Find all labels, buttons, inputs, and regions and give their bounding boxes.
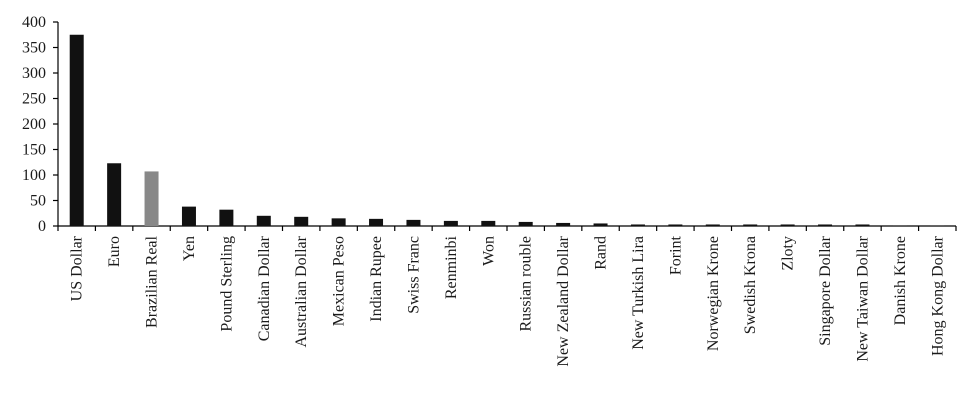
category-label: Danish Krone	[892, 236, 909, 325]
bar-pound-sterling	[219, 209, 234, 226]
category-label: Singapore Dollar	[817, 235, 834, 345]
bar-renminbi	[443, 220, 458, 226]
category-label: Australian Dollar	[293, 235, 310, 347]
category-label: Canadian Dollar	[256, 235, 273, 341]
y-tick-label: 100	[22, 167, 46, 184]
category-label: Swedish Krona	[742, 236, 759, 334]
bar-new-turkish-lira	[630, 224, 645, 226]
category-label: Rand	[593, 236, 610, 270]
y-axis: 0 50 100 150 200 250 300 350 400	[22, 14, 59, 235]
bar-mexican-peso	[331, 218, 346, 226]
bar-rand	[593, 223, 608, 226]
category-label: Won	[480, 236, 497, 266]
category-label: Indian Rupee	[368, 236, 385, 322]
y-tick-label: 400	[22, 14, 46, 31]
x-axis	[57, 225, 957, 231]
category-label: Yen	[181, 236, 198, 261]
category-label: Hong Kong Dollar	[929, 235, 946, 356]
category-label: Swiss Franc	[405, 236, 422, 314]
bar-russian-rouble	[518, 221, 533, 226]
bar-swiss-franc	[406, 219, 421, 226]
y-tick-label: 250	[22, 91, 46, 108]
y-tick-label: 0	[38, 218, 46, 235]
bar-yen	[181, 206, 196, 226]
y-tick-label: 200	[22, 116, 46, 133]
category-label: New Taiwan Dollar	[854, 235, 871, 361]
bar-zloty	[780, 224, 795, 226]
category-label: Euro	[106, 236, 123, 267]
category-label: Norwegian Krone	[705, 236, 722, 351]
category-label: New Zealand Dollar	[555, 235, 572, 366]
category-label: Mexican Peso	[331, 236, 348, 326]
bar-norwegian-krone	[705, 224, 720, 226]
bar-new-zealand-dollar	[556, 222, 571, 226]
category-label: Brazilian Real	[144, 235, 161, 328]
bar-swedish-krona	[743, 224, 758, 226]
category-label: Pound Sterling	[218, 236, 235, 332]
bar-australian-dollar	[294, 216, 309, 226]
bar-won	[481, 220, 496, 226]
y-tick-label: 50	[30, 193, 46, 210]
y-tick-label: 350	[22, 40, 46, 57]
category-label: Forint	[667, 235, 684, 275]
category-label: New Turkish Lira	[630, 236, 647, 350]
bar-canadian-dollar	[256, 215, 271, 226]
bar-new-taiwan-dollar	[855, 224, 870, 226]
bars-group	[69, 34, 945, 226]
category-label: Zloty	[780, 236, 797, 271]
bar-us-dollar	[69, 34, 84, 226]
bar-danish-krone	[892, 225, 907, 226]
category-labels: US Dollar Euro Brazilian Real Yen Pound Ster…	[69, 235, 947, 366]
y-tick-label: 300	[22, 65, 46, 82]
bar-indian-rupee	[369, 218, 384, 226]
category-label: Russian rouble	[518, 236, 535, 332]
bar-euro	[107, 163, 122, 226]
category-label: US Dollar	[69, 235, 86, 301]
bar-brazilian-real	[144, 171, 159, 226]
y-tick-label: 150	[22, 142, 46, 159]
category-label: Renminbi	[443, 235, 460, 299]
bar-forint	[668, 224, 683, 226]
bar-hong-kong-dollar	[930, 225, 945, 226]
bar-singapore-dollar	[818, 224, 833, 226]
